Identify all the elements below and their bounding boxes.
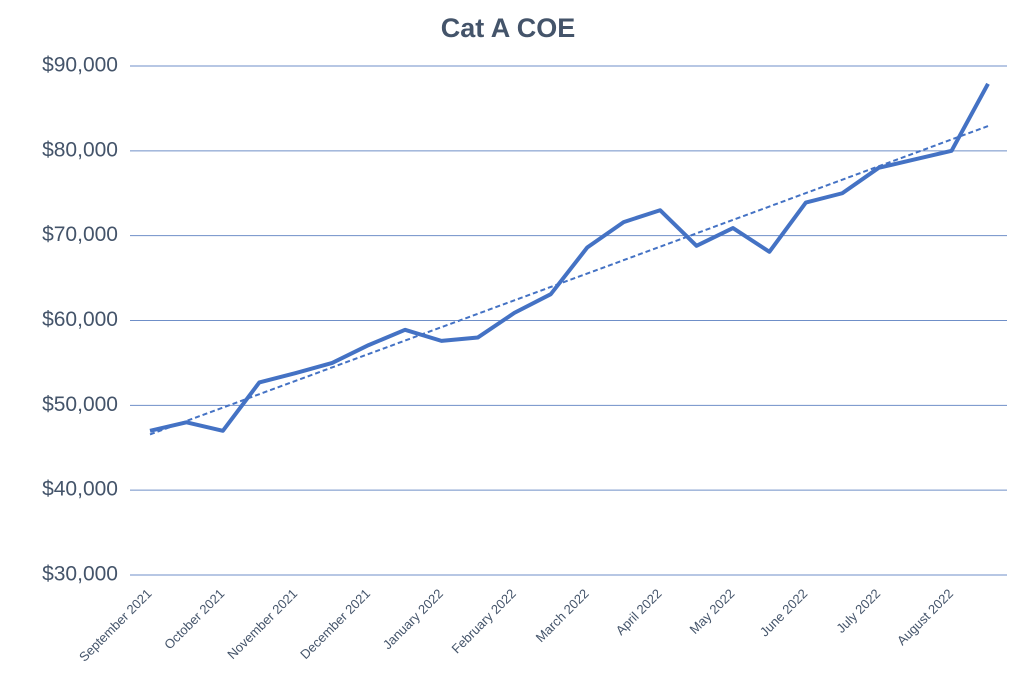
chart-title: Cat A COE — [441, 13, 576, 43]
x-tick-label: October 2021 — [161, 586, 227, 652]
y-tick-label: $90,000 — [42, 54, 118, 77]
x-tick-label: March 2022 — [533, 586, 592, 645]
x-tick-label: May 2022 — [687, 586, 738, 637]
x-tick-label: January 2022 — [380, 586, 446, 652]
y-tick-label: $50,000 — [42, 393, 118, 416]
line-series — [149, 82, 990, 433]
x-tick-label: February 2022 — [448, 586, 518, 656]
y-tick-label: $60,000 — [42, 308, 118, 331]
y-tick-label: $40,000 — [42, 478, 118, 501]
x-tick-label: August 2022 — [894, 586, 956, 648]
x-tick-label: November 2021 — [224, 586, 300, 662]
x-tick-label: September 2021 — [76, 586, 155, 665]
y-tick-label: $30,000 — [42, 563, 118, 586]
x-tick-label: June 2022 — [757, 586, 811, 640]
y-tick-label: $80,000 — [42, 138, 118, 161]
x-tick-label: April 2022 — [613, 586, 665, 638]
trendline — [149, 125, 989, 436]
x-tick-label: December 2021 — [297, 586, 373, 662]
y-tick-label: $70,000 — [42, 223, 118, 246]
x-tick-label: July 2022 — [833, 586, 883, 636]
